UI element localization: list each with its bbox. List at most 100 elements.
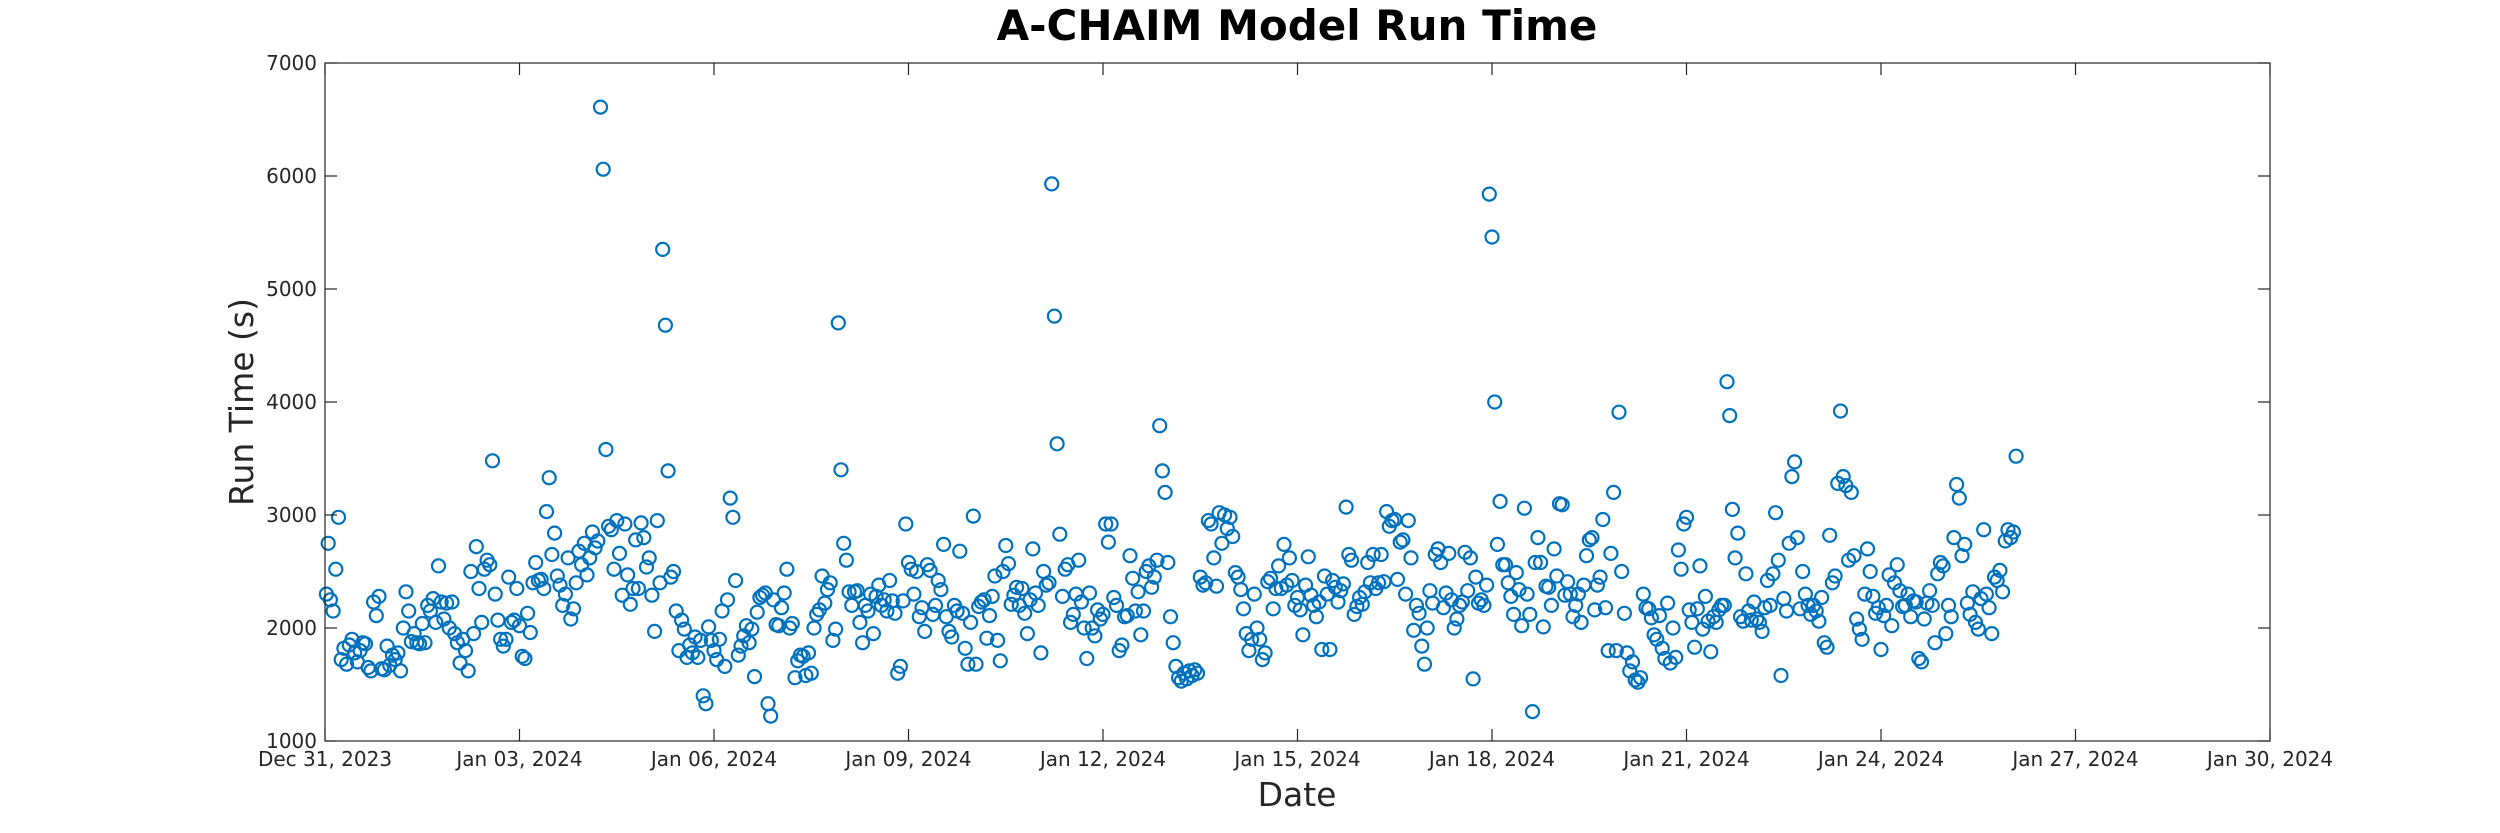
data-point [563,611,579,627]
data-point [1505,606,1522,623]
data-point [1592,569,1608,585]
data-point [1017,605,1033,621]
data-point [1373,546,1389,563]
data-point [1589,577,1606,593]
data-point [1270,558,1287,574]
data-point [1203,516,1219,532]
data-point [1065,606,1081,623]
data-point [1527,554,1543,571]
data-point [1595,511,1611,528]
data-point [1832,403,1849,419]
data-point [487,586,503,602]
data-point [1876,607,1892,624]
data-point [1395,532,1411,548]
data-point [1311,594,1327,610]
data-point [606,561,622,577]
data-point [1162,609,1179,625]
data-point [1519,586,1535,602]
data-point [1119,607,1135,624]
data-point [1478,577,1495,593]
data-point [1684,614,1700,631]
data-point [1724,501,1741,517]
data-point [1095,606,1111,623]
data-point [1038,577,1054,593]
data-point [1738,566,1754,582]
data-point [1765,566,1781,582]
data-point [976,592,992,608]
data-point [466,625,482,642]
data-point [965,508,981,524]
data-point [1133,627,1149,643]
data-point [776,585,792,601]
data-point [1030,597,1046,614]
data-point [619,567,636,583]
data-point [444,594,460,610]
data-point [957,640,973,656]
data-point [339,656,355,672]
data-point [1727,550,1743,566]
data-point [1927,635,1943,651]
data-point [984,588,1000,605]
data-point [1819,639,1835,655]
data-point [881,572,898,589]
data-point [541,470,557,486]
data-point [1935,558,1951,574]
data-point [1154,463,1171,479]
data-point [1254,651,1271,668]
data-point [1041,575,1057,591]
data-point [1322,641,1338,658]
data-point [698,696,714,712]
data-point [1338,499,1354,515]
data-point [1033,645,1049,661]
data-point [1843,484,1859,500]
data-point [1346,606,1362,623]
y-tick-label: 7000 [266,51,317,75]
data-point [1073,594,1090,610]
data-point [579,567,595,583]
data-point [733,638,749,654]
data-point [962,614,979,631]
y-axis-label: Run Time (s) [222,298,261,506]
y-axis-ticks: 1000 2000 3000 4000 5000 6000 7000 [266,51,2270,753]
data-point [1908,594,1924,610]
data-point [1573,614,1589,631]
data-point [617,516,633,532]
data-point [1489,536,1506,553]
data-point [1400,512,1416,529]
data-point [371,588,387,605]
data-point [1476,597,1492,614]
data-point [1789,529,1805,546]
data-point [1403,550,1419,566]
data-point [1992,562,2008,579]
data-point [1416,656,1433,672]
data-point [1835,469,1851,485]
data-point [452,655,468,671]
data-point [1333,583,1349,599]
data-point [482,557,498,573]
x-tick-label: Jan 18, 2024 [1427,747,1555,771]
data-point [590,533,606,549]
data-point [1149,552,1165,568]
data-point [1770,552,1786,568]
data-point [1811,613,1827,629]
data-point [638,559,655,575]
data-point [536,580,552,597]
data-point [725,509,741,525]
data-point [703,632,719,649]
data-point [417,635,433,651]
data-point [1233,581,1249,598]
data-point [1465,671,1481,687]
data-point [900,554,917,571]
data-point [1343,552,1360,568]
data-point [1522,606,1538,623]
data-point [987,568,1003,584]
data-point [1084,620,1100,636]
data-point [501,569,517,585]
data-point [933,581,949,598]
data-point [1554,497,1570,513]
data-point [917,623,933,640]
data-point [930,572,946,589]
data-point [430,558,447,574]
data-point [538,504,555,520]
data-point [1414,638,1430,654]
